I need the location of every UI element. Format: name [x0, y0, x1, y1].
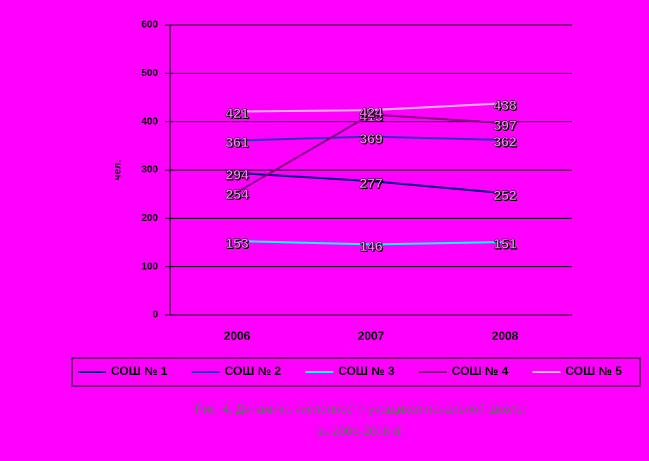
data-label-shadow: 294 — [226, 168, 250, 184]
series-line — [236, 135, 506, 142]
y-tick-label: 500 — [141, 68, 158, 79]
data-label-shadow: 153 — [226, 236, 250, 252]
data-label: 146 — [359, 238, 383, 254]
data-label-shadow: 146 — [360, 239, 384, 255]
data-label: 153 — [225, 235, 249, 251]
data-label-shadow: 424 — [360, 105, 384, 121]
data-label: 151 — [493, 236, 517, 252]
data-label: 254 — [225, 186, 249, 202]
legend-label: СОШ № 1 — [111, 364, 168, 378]
data-label: 252 — [493, 187, 517, 203]
data-label-shadow: 252 — [494, 188, 518, 204]
data-label: 438 — [493, 97, 517, 113]
series-line — [236, 171, 506, 195]
caption-line: за 2006-2008 гг. — [317, 424, 404, 438]
data-label-shadow: 277 — [360, 176, 384, 192]
series-line — [236, 113, 506, 194]
y-axis-label: чел. — [113, 160, 124, 181]
series-line — [236, 240, 506, 246]
legend-label: СОШ № 4 — [452, 364, 509, 378]
data-label: 421 — [225, 105, 249, 121]
data-label: 397 — [493, 117, 517, 133]
data-label-shadow: 397 — [494, 118, 518, 134]
y-tick-label: 400 — [141, 116, 158, 127]
data-label: 277 — [359, 175, 383, 191]
y-tick-label: 300 — [141, 165, 158, 176]
data-label: 424 — [359, 104, 383, 120]
x-tick-label: 2006 — [224, 329, 251, 343]
data-label-shadow: 362 — [494, 135, 518, 151]
legend-label: СОШ № 2 — [225, 364, 282, 378]
legend-box — [71, 357, 641, 387]
series-line — [236, 102, 506, 113]
data-label-shadow: 254 — [226, 187, 250, 203]
y-tick-label: 0 — [152, 310, 158, 321]
data-label: 415 — [359, 108, 383, 124]
legend-label: СОШ № 3 — [338, 364, 395, 378]
data-label-shadow: 438 — [494, 98, 518, 114]
y-tick-label: 600 — [141, 20, 158, 31]
x-tick-label: 2007 — [358, 329, 385, 343]
y-tick-label: 100 — [141, 261, 158, 272]
legend-label: СОШ № 5 — [565, 364, 622, 378]
data-label: 369 — [359, 130, 383, 146]
data-label-shadow: 369 — [360, 131, 384, 147]
data-label-shadow: 421 — [226, 106, 250, 122]
data-label: 361 — [225, 134, 249, 150]
y-tick-label: 200 — [141, 213, 158, 224]
data-label-shadow: 151 — [494, 237, 518, 253]
data-label: 294 — [225, 167, 249, 183]
data-label-shadow: 361 — [226, 135, 250, 151]
caption-line: Рис. 4. Динамика численности учащихся на… — [195, 402, 525, 416]
data-label-shadow: 415 — [360, 109, 384, 125]
data-label: 362 — [493, 134, 517, 150]
x-tick-label: 2008 — [492, 329, 519, 343]
